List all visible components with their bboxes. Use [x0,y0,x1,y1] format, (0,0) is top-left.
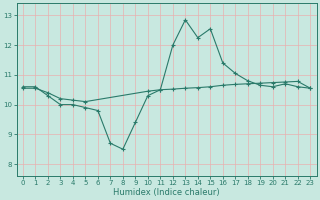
X-axis label: Humidex (Indice chaleur): Humidex (Indice chaleur) [113,188,220,197]
